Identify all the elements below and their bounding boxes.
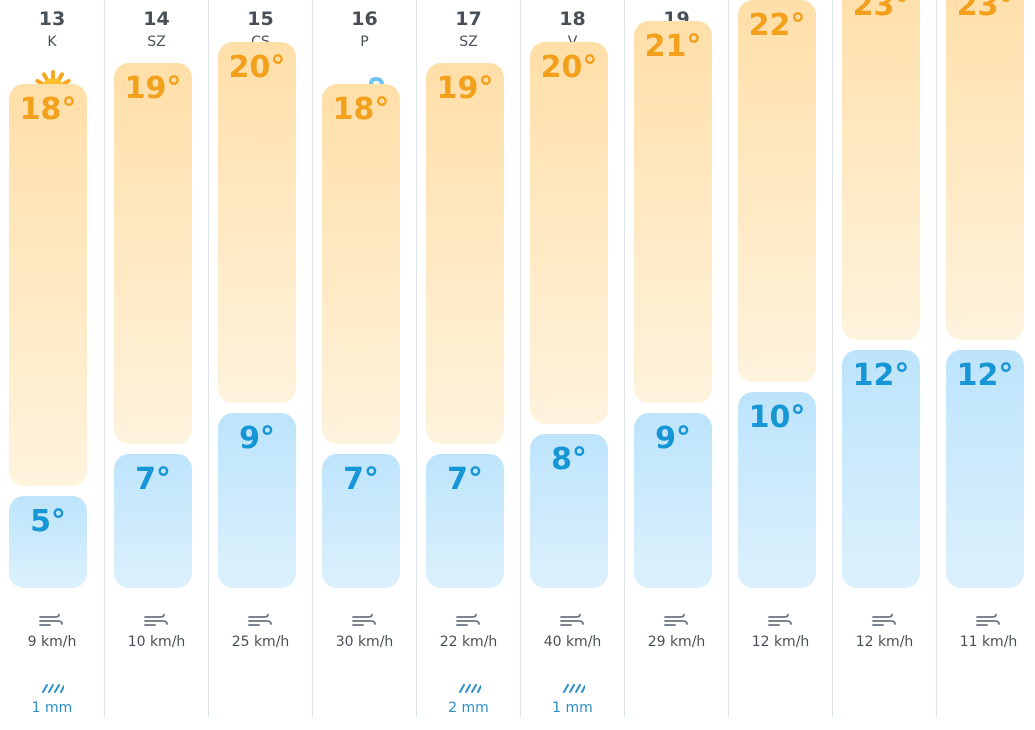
weekday-abbr: SZ — [459, 34, 478, 50]
day-number: 14 — [143, 8, 170, 30]
max-temp-label: 21° — [644, 29, 702, 64]
wind-speed: 12 km/h — [855, 634, 914, 650]
wind-speed-icon — [871, 612, 897, 628]
wind-speed-icon — [663, 612, 689, 628]
day-number: 13 — [38, 8, 66, 30]
precipitation-amount: 1 mm — [31, 700, 73, 716]
min-temp-bar: 10° — [738, 392, 816, 588]
forecast-day-column[interactable]: 16 P 18° 7° 30 km/h — [312, 0, 416, 718]
min-temp-bar: 12° — [946, 350, 1024, 588]
forecast-day-column[interactable]: 20K22°10°12 km/h — [728, 0, 832, 718]
max-temp-bar: 23° — [842, 0, 920, 340]
max-temp-label: 23° — [956, 0, 1014, 23]
min-temp-label: 10° — [748, 400, 806, 435]
min-temp-bar: 9° — [634, 413, 712, 588]
wind-speed-icon — [247, 612, 273, 628]
min-temp-label: 7° — [135, 462, 171, 497]
min-temp-bar: 5° — [9, 496, 87, 588]
min-temp-bar: 7° — [322, 454, 400, 588]
max-temp-label: 20° — [540, 50, 598, 85]
wind-speed: 10 km/h — [127, 634, 186, 650]
wind-speed-icon — [351, 612, 377, 628]
max-temp-label: 19° — [436, 71, 494, 106]
min-temp-bar: 12° — [842, 350, 920, 588]
max-temp-bar: 22° — [738, 0, 816, 382]
min-temp-label: 7° — [447, 462, 483, 497]
min-temp-bar: 8° — [530, 434, 608, 588]
weekday-abbr: SZ — [147, 34, 166, 50]
max-temp-bar: 19° — [114, 63, 192, 444]
day-number: 18 — [559, 8, 586, 30]
min-temp-label: 5° — [30, 504, 66, 539]
forecast-day-column[interactable]: 13 K 18° 5° 9 km/h 1 mm — [0, 0, 104, 718]
precipitation-icon — [38, 680, 65, 694]
max-temp-bar: 21° — [634, 21, 712, 403]
wind-speed: 25 km/h — [231, 634, 290, 650]
max-temp-label: 20° — [228, 50, 286, 85]
day-number: 17 — [455, 8, 482, 30]
min-temp-bar: 7° — [114, 454, 192, 588]
precipitation-amount: 1 mm — [552, 700, 593, 716]
day-number: 16 — [351, 8, 378, 30]
min-temp-label: 9° — [239, 421, 275, 456]
min-temp-label: 12° — [852, 358, 910, 393]
weekday-abbr: K — [47, 34, 57, 50]
wind-speed-icon — [38, 612, 64, 628]
max-temp-label: 18° — [332, 92, 390, 127]
precipitation-icon — [455, 680, 482, 694]
max-temp-label: 18° — [19, 92, 77, 127]
wind-speed-icon — [767, 612, 793, 628]
precipitation-amount: 2 mm — [448, 700, 489, 716]
forecast-day-column[interactable]: 19H21°9°29 km/h — [624, 0, 728, 718]
max-temp-bar: 20° — [530, 42, 608, 424]
min-temp-bar: 7° — [426, 454, 504, 588]
forecast-day-column[interactable]: 18V20°8°40 km/h1 mm — [520, 0, 624, 718]
forecast-day-column[interactable]: 17 SZ 19° 7° 22 km/h 2 mm — [416, 0, 520, 718]
max-temp-label: 19° — [124, 71, 182, 106]
forecast-day-column[interactable]: 15CS20°9°25 km/h — [208, 0, 312, 718]
max-temp-label: 22° — [748, 8, 806, 43]
max-temp-bar: 19° — [426, 63, 504, 444]
max-temp-bar: 20° — [218, 42, 296, 403]
weekday-abbr: P — [360, 34, 369, 50]
min-temp-label: 9° — [655, 421, 691, 456]
forecast-day-column[interactable]: 14 SZ 19° 7° 10 km/h — [104, 0, 208, 718]
wind-speed: 12 km/h — [751, 634, 810, 650]
wind-speed-icon — [559, 612, 585, 628]
wind-speed: 29 km/h — [647, 634, 706, 650]
wind-speed: 30 km/h — [335, 634, 394, 650]
max-temp-bar: 18° — [322, 84, 400, 444]
min-temp-label: 7° — [343, 462, 379, 497]
forecast-day-column[interactable]: 21SZ23°12°12 km/h — [832, 0, 936, 718]
min-temp-bar: 9° — [218, 413, 296, 588]
max-temp-bar: 18° — [9, 84, 87, 486]
wind-speed-icon — [975, 612, 1001, 628]
wind-speed: 22 km/h — [439, 634, 498, 650]
wind-speed: 11 km/h — [959, 634, 1018, 650]
min-temp-label: 8° — [551, 442, 587, 477]
min-temp-label: 12° — [956, 358, 1014, 393]
wind-speed: 9 km/h — [27, 634, 77, 650]
day-number: 15 — [247, 8, 274, 30]
max-temp-label: 23° — [852, 0, 910, 23]
wind-speed-icon — [143, 612, 169, 628]
wind-speed: 40 km/h — [543, 634, 602, 650]
wind-speed-icon — [455, 612, 481, 628]
max-temp-bar: 23° — [946, 0, 1024, 340]
precipitation-icon — [559, 680, 586, 694]
forecast-day-column[interactable]: 22CS23°12°11 km/h — [936, 0, 1035, 718]
